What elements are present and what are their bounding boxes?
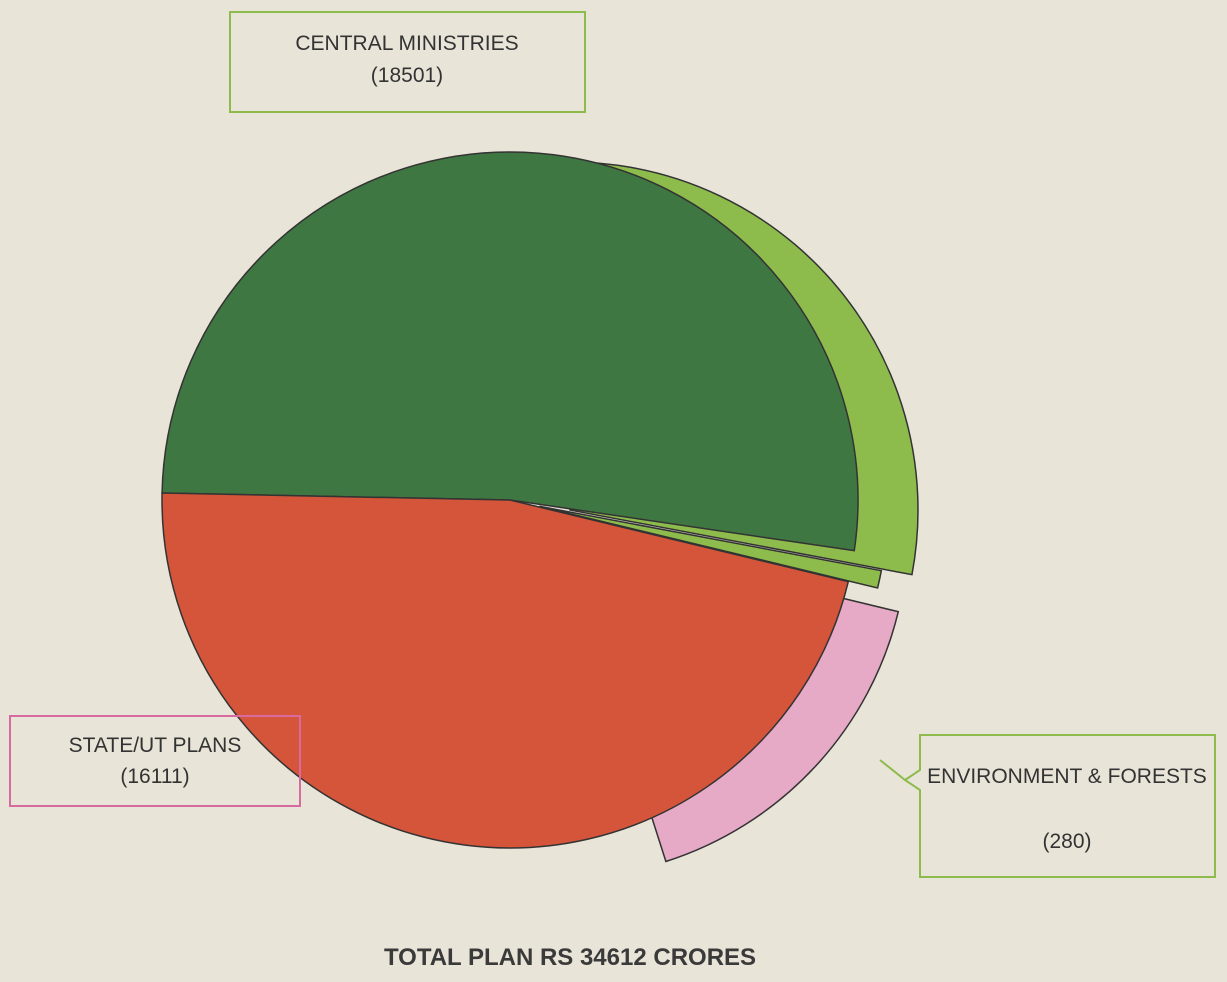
slice-label: STATE/UT PLANS	[69, 734, 242, 757]
chart-title: TOTAL PLAN RS 34612 CRORES	[384, 944, 756, 971]
pie	[161, 151, 919, 863]
slice-value-label: (18501)	[371, 64, 443, 87]
label-box	[9, 715, 301, 807]
label-box	[229, 11, 586, 113]
pie-slice	[161, 492, 850, 849]
slice-label: CENTRAL MINISTRIES	[295, 32, 518, 55]
detail-slice	[539, 505, 883, 589]
detail-label: ENVIRONMENT & FORESTS	[927, 765, 1207, 788]
label-box	[903, 734, 1216, 878]
pie-slice	[161, 151, 859, 552]
slice-value-label: (16111)	[120, 765, 189, 788]
leader-line	[879, 759, 906, 781]
detail-value-label: (280)	[1042, 830, 1091, 853]
